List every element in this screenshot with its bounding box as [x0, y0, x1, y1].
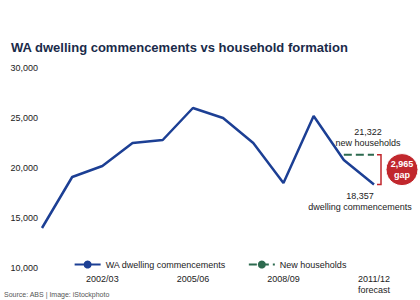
svg-text:2005/06: 2005/06: [177, 274, 210, 284]
svg-text:20,000: 20,000: [10, 163, 38, 173]
svg-text:2002/03: 2002/03: [86, 274, 119, 284]
svg-text:dwelling commencements: dwelling commencements: [308, 202, 412, 212]
svg-text:21,322: 21,322: [354, 127, 382, 137]
svg-text:new households: new households: [335, 138, 401, 148]
svg-text:forecast: forecast: [358, 285, 391, 295]
svg-text:2,965: 2,965: [391, 159, 414, 169]
svg-text:15,000: 15,000: [10, 213, 38, 223]
svg-text:30,000: 30,000: [10, 63, 38, 73]
svg-text:Source: ABS | Image: iStockpho: Source: ABS | Image: iStockphoto: [4, 291, 109, 299]
svg-text:25,000: 25,000: [10, 113, 38, 123]
svg-text:WA dwelling commencements: WA dwelling commencements: [106, 260, 226, 270]
svg-text:New households: New households: [280, 260, 347, 270]
svg-text:10,000: 10,000: [10, 263, 38, 273]
svg-text:18,357: 18,357: [346, 191, 374, 201]
svg-text:gap: gap: [394, 170, 411, 180]
svg-text:2008/09: 2008/09: [267, 274, 300, 284]
svg-text:WA dwelling commencements vs h: WA dwelling commencements vs household f…: [11, 40, 348, 55]
svg-text:2011/12: 2011/12: [358, 274, 390, 284]
